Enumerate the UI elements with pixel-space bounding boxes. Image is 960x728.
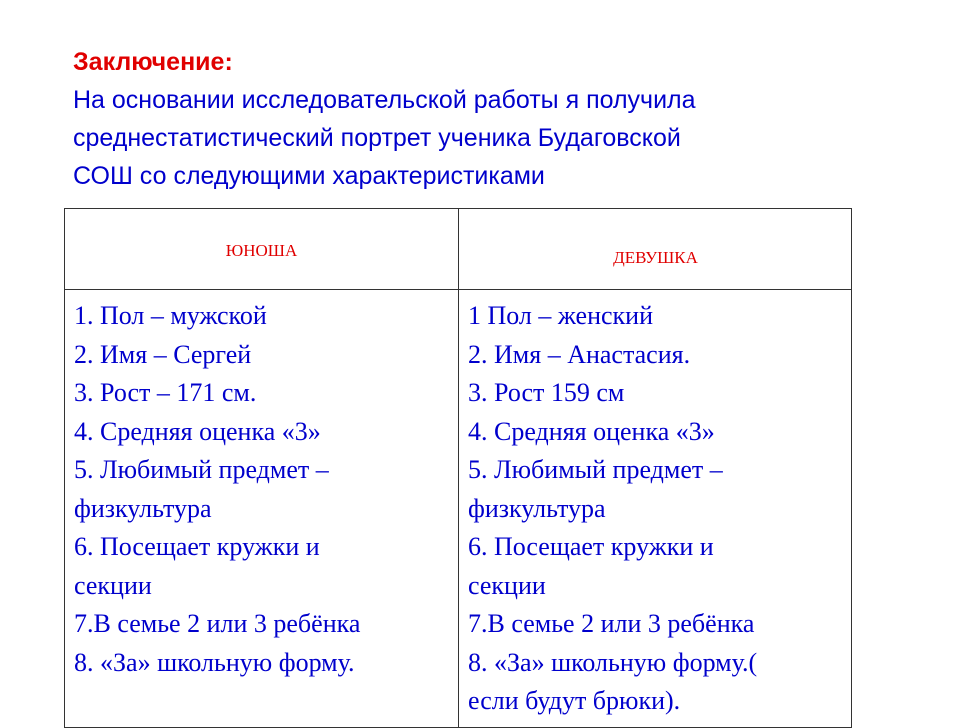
boy-line: 3. Рост – 171 см. <box>74 378 257 407</box>
boy-line: физкультура <box>74 493 212 523</box>
girl-line: 3. Рост 159 см <box>468 378 625 407</box>
column-divider <box>458 209 459 727</box>
intro-line: СОШ со следующими характеристиками <box>73 162 545 190</box>
boy-line: 8. «За» школьную форму. <box>74 647 355 677</box>
girl-line: 1 Пол – женский <box>468 301 653 330</box>
boy-line: 4. Средняя оценка «3» <box>74 416 321 446</box>
girl-line: 8. «За» школьную форму.( <box>468 647 758 677</box>
boy-line: 5. Любимый предмет – <box>74 455 329 484</box>
girl-line: физкультура <box>468 493 606 523</box>
boy-line: 2. Имя – Сергей <box>74 339 252 369</box>
header-girl: ДЕВУШКА <box>613 248 698 267</box>
intro-line: среднестатистический портрет ученика Буд… <box>73 124 681 152</box>
slide-title: Заключение: <box>73 48 233 76</box>
intro-line: На основании исследовательской работы я … <box>73 86 696 114</box>
girl-line: 2. Имя – Анастасия. <box>468 339 691 369</box>
intro-block: Заключение: На основании исследовательск… <box>73 43 696 195</box>
header-boy: ЮНОША <box>225 241 298 260</box>
girl-line: 5. Любимый предмет – <box>468 455 723 484</box>
girl-column: 1 Пол – женский 2. Имя – Анастасия. 3. Рос… <box>468 297 757 721</box>
boy-line: секции <box>74 570 152 600</box>
boy-line: 1. Пол – мужской <box>74 301 267 330</box>
boy-column: 1. Пол – мужской 2. Имя – Сергей 3. Рост –… <box>74 297 360 682</box>
comparison-table: ЮНОША ДЕВУШКА 1. Пол – мужской 2. Имя – С… <box>64 208 852 728</box>
boy-line: 7.В семье 2 или 3 ребёнка <box>74 609 361 638</box>
girl-line: секции <box>468 570 546 600</box>
boy-line: 6. Посещает кружки и <box>74 532 320 561</box>
girl-line: 4. Средняя оценка «3» <box>468 416 715 446</box>
girl-line: 6. Посещает кружки и <box>468 532 714 561</box>
girl-line: если будут брюки). <box>468 686 681 715</box>
girl-line: 7.В семье 2 или 3 ребёнка <box>468 609 755 638</box>
header-divider <box>65 289 851 290</box>
